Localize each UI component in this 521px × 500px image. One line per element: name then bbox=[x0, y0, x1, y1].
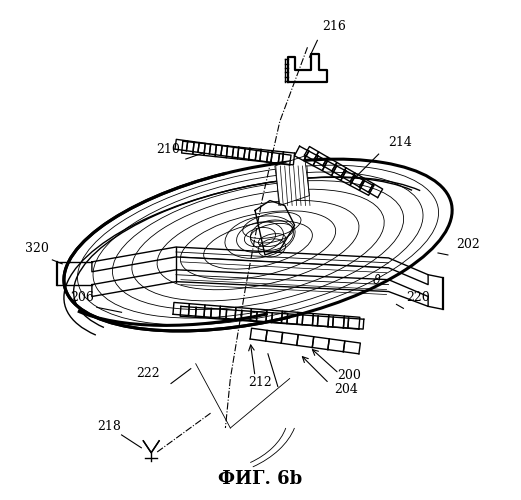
Text: $\vartheta$: $\vartheta$ bbox=[372, 272, 381, 286]
Text: 216: 216 bbox=[322, 20, 346, 34]
Text: ФИГ. 6b: ФИГ. 6b bbox=[218, 470, 302, 488]
Polygon shape bbox=[275, 156, 309, 206]
Text: 222: 222 bbox=[137, 366, 160, 380]
Text: 320: 320 bbox=[24, 242, 48, 255]
Text: 202: 202 bbox=[456, 238, 479, 251]
Text: 204: 204 bbox=[334, 384, 358, 396]
Text: 214: 214 bbox=[389, 136, 413, 149]
Text: 210: 210 bbox=[156, 143, 180, 156]
Text: 206: 206 bbox=[70, 292, 94, 304]
Text: 220: 220 bbox=[406, 292, 430, 304]
Text: 218: 218 bbox=[97, 420, 121, 433]
Text: 200: 200 bbox=[337, 368, 361, 382]
Text: 212: 212 bbox=[248, 376, 272, 390]
